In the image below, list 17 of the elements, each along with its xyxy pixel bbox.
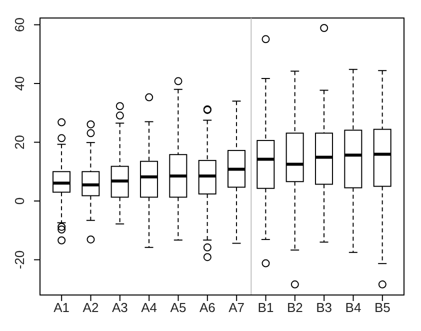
x-tick-label: B4	[345, 300, 362, 316]
x-tick-label: B5	[374, 300, 390, 316]
y-tick-label: 40	[12, 76, 27, 91]
x-tick-label: B1	[258, 300, 274, 316]
x-tick-label: A2	[82, 300, 99, 316]
x-tick-label: A1	[54, 300, 70, 316]
x-tick-label: A7	[228, 300, 245, 316]
y-tick-label: 0	[12, 197, 27, 205]
y-tick-label: 60	[12, 18, 27, 32]
x-tick-label: A6	[199, 300, 216, 316]
x-tick-label: A5	[170, 300, 186, 316]
x-tick-label: B3	[316, 300, 332, 316]
x-tick-label: B2	[286, 300, 303, 316]
y-tick-label: -20	[12, 250, 27, 270]
x-tick-label: A4	[141, 300, 158, 316]
x-tick-label: A3	[112, 300, 128, 316]
y-tick-label: 20	[12, 135, 27, 150]
